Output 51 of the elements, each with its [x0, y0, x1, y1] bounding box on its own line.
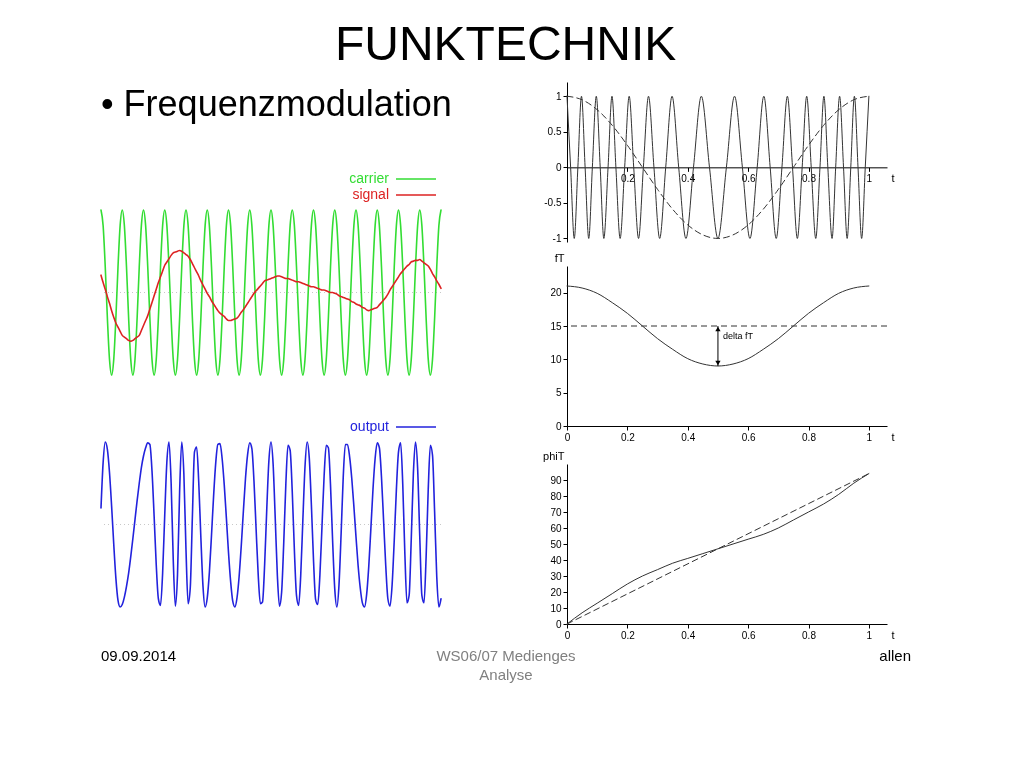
text: allen [879, 647, 911, 664]
chart-title: FUNKTECHNIK [334, 17, 677, 70]
x-tick-label: 0.4 [681, 431, 696, 443]
x-tick-label: 0.8 [802, 629, 817, 641]
y-tick-label: 10 [550, 353, 562, 365]
x-tick-label: 0 [564, 629, 571, 641]
legend-label: signal [352, 186, 389, 202]
y-tick-label: 15 [550, 320, 562, 332]
y-tick-label: 20 [550, 287, 562, 299]
text: 09.09.2014 [101, 647, 177, 664]
y-tick-label: -1 [552, 232, 562, 244]
y-tick-label: 80 [550, 490, 562, 502]
x-axis-title: t [891, 628, 895, 641]
y-tick-label: 10 [550, 602, 562, 614]
y-tick-label: 40 [550, 554, 562, 566]
chart-subtitle: • Frequenzmodulation [101, 83, 452, 124]
x-tick-label: 0 [564, 431, 571, 443]
legend-label: output [350, 418, 390, 434]
x-tick-label: 1 [866, 629, 873, 641]
x-axis-title: t [891, 171, 895, 184]
x-tick-label: 1 [866, 172, 873, 184]
y-tick-label: 70 [550, 506, 562, 518]
y-tick-label: 90 [550, 474, 562, 486]
y-tick-label: 5 [555, 387, 562, 399]
x-tick-label: 0.2 [620, 629, 636, 641]
y-tick-label: 0 [555, 420, 562, 432]
text: WS06/07 Medienges [436, 647, 576, 664]
y-tick-label: 0.5 [547, 126, 562, 138]
x-axis-title: t [891, 430, 895, 443]
x-tick-label: 0.4 [681, 172, 696, 184]
x-tick-label: 0.8 [802, 172, 817, 184]
x-tick-label: 1 [866, 431, 873, 443]
y-tick-label: -0.5 [544, 197, 562, 209]
y-axis-title: phiT [543, 449, 565, 462]
y-tick-label: 0 [555, 618, 562, 630]
x-tick-label: 0.4 [681, 629, 696, 641]
annotation: delta fT [722, 331, 754, 341]
y-tick-label: 0 [555, 161, 562, 173]
legend-label: carrier [349, 170, 390, 186]
y-axis-title: fT [554, 251, 565, 264]
x-tick-label: 0.2 [620, 431, 636, 443]
text: Analyse [479, 666, 533, 683]
y-tick-label: 50 [550, 538, 562, 550]
x-tick-label: 0.2 [620, 172, 636, 184]
y-tick-label: 1 [555, 90, 562, 102]
y-tick-label: 20 [550, 586, 562, 598]
y-tick-label: 60 [550, 522, 562, 534]
x-tick-label: 0.6 [741, 431, 757, 443]
x-tick-label: 0.6 [741, 629, 757, 641]
y-tick-label: 30 [550, 570, 562, 582]
x-tick-label: 0.8 [802, 431, 817, 443]
